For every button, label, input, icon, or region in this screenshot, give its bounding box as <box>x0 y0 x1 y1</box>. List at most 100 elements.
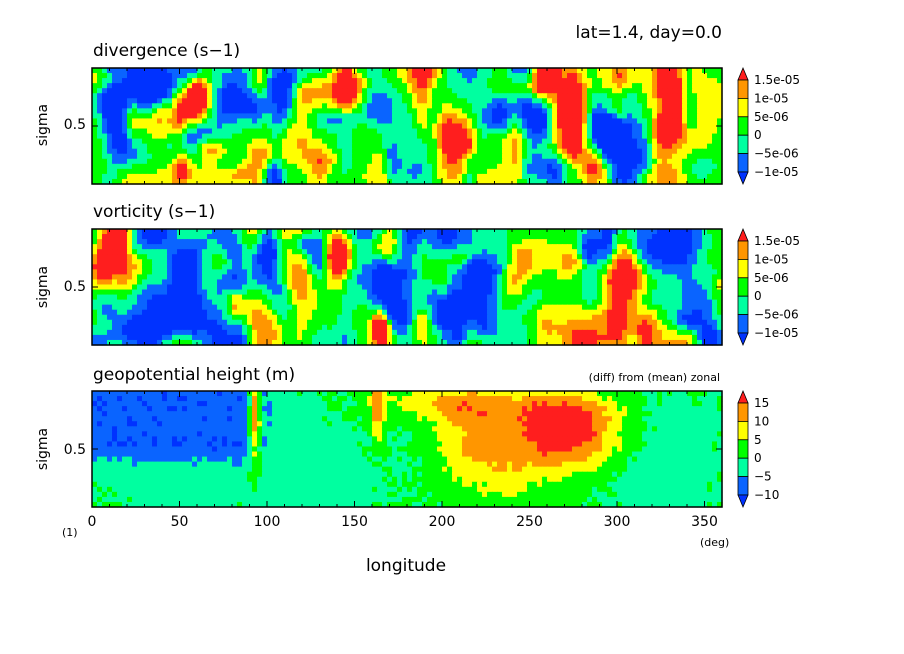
heatmap-cell <box>712 78 718 84</box>
heatmap-cell <box>152 73 158 79</box>
heatmap-cell <box>137 168 143 175</box>
heatmap-cell <box>522 244 528 250</box>
heatmap-cell <box>392 264 398 270</box>
heatmap-cell <box>367 113 373 120</box>
heatmap-cell <box>242 244 248 250</box>
heatmap-cell <box>232 239 238 245</box>
heatmap-cell <box>137 138 143 145</box>
heatmap-cell <box>317 299 323 306</box>
heatmap-cell <box>117 229 123 235</box>
heatmap-cell <box>162 178 168 185</box>
heatmap-cell <box>362 264 368 270</box>
heatmap-cell <box>662 254 668 260</box>
heatmap-cell <box>192 68 198 74</box>
heatmap-cell <box>507 274 513 281</box>
heatmap-cell <box>197 304 203 311</box>
heatmap-cell <box>317 118 323 125</box>
heatmap-cell <box>392 304 398 311</box>
heatmap-cell <box>432 168 438 175</box>
heatmap-cell <box>352 98 358 104</box>
heatmap-cell <box>387 98 393 104</box>
heatmap-cell <box>132 239 138 245</box>
heatmap-cell <box>317 274 323 281</box>
heatmap-cell <box>242 279 248 286</box>
heatmap-cell <box>462 234 468 240</box>
heatmap-cell <box>467 158 473 165</box>
heatmap-cell <box>212 108 218 114</box>
heatmap-cell <box>307 294 313 301</box>
heatmap-cell <box>402 284 408 291</box>
heatmap-cell <box>267 279 273 286</box>
heatmap-cell <box>457 234 463 240</box>
heatmap-cell <box>692 229 698 235</box>
heatmap-cell <box>242 148 248 155</box>
heatmap-cell <box>567 133 573 140</box>
heatmap-cell <box>117 153 123 160</box>
heatmap-cell <box>422 133 428 140</box>
heatmap-cell <box>297 289 303 296</box>
heatmap-cell <box>642 173 648 180</box>
heatmap-cell <box>662 259 668 265</box>
heatmap-cell <box>267 289 273 296</box>
heatmap-cell <box>362 143 368 150</box>
heatmap-cell <box>607 98 613 104</box>
heatmap-cell <box>502 304 508 311</box>
heatmap-cell <box>302 284 308 291</box>
heatmap-cell <box>442 234 448 240</box>
heatmap-cell <box>597 153 603 160</box>
heatmap-cell <box>442 128 448 135</box>
heatmap-cell <box>607 158 613 165</box>
heatmap-cell <box>427 158 433 165</box>
heatmap-cell <box>267 294 273 301</box>
heatmap-cell <box>627 234 633 240</box>
heatmap-cell <box>322 128 328 135</box>
heatmap-cell <box>497 153 503 160</box>
heatmap-cell <box>287 299 293 306</box>
heatmap-cell <box>682 259 688 265</box>
heatmap-cell <box>612 173 618 180</box>
heatmap-cell <box>267 108 273 114</box>
heatmap-cell <box>662 269 668 275</box>
heatmap-cell <box>437 128 443 135</box>
heatmap-cell <box>302 289 308 296</box>
heatmap-cell <box>327 239 333 245</box>
heatmap-cell <box>217 249 223 255</box>
heatmap-cell <box>467 88 473 94</box>
heatmap-cell <box>207 73 213 79</box>
heatmap-cell <box>312 289 318 296</box>
heatmap-cell <box>352 148 358 155</box>
heatmap-cell <box>427 264 433 270</box>
heatmap-cell <box>117 259 123 265</box>
heatmap-cell <box>422 148 428 155</box>
heatmap-cell <box>167 143 173 150</box>
heatmap-cell <box>482 68 488 74</box>
heatmap-cell <box>132 68 138 74</box>
heatmap-cell <box>227 93 233 99</box>
heatmap-cell <box>617 93 623 99</box>
heatmap-cell <box>412 133 418 140</box>
heatmap-cell <box>152 108 158 114</box>
heatmap-cell <box>427 113 433 120</box>
heatmap-cell <box>177 168 183 175</box>
heatmap-cell <box>97 133 103 140</box>
heatmap-cell <box>577 264 583 270</box>
heatmap-cell <box>657 239 663 245</box>
heatmap-cell <box>552 229 558 235</box>
heatmap-cell <box>107 289 113 296</box>
heatmap-cell <box>132 153 138 160</box>
heatmap-cell <box>332 289 338 296</box>
heatmap-cell <box>92 108 98 114</box>
heatmap-cell <box>167 274 173 281</box>
heatmap-cell <box>397 178 403 185</box>
heatmap-cell <box>452 113 458 120</box>
heatmap-cell <box>242 78 248 84</box>
heatmap-cell <box>352 138 358 145</box>
heatmap-cell <box>177 279 183 286</box>
heatmap-cell <box>462 73 468 79</box>
heatmap-cell <box>532 68 538 74</box>
heatmap-cell <box>212 118 218 125</box>
heatmap-cell <box>412 88 418 94</box>
heatmap-cell <box>457 133 463 140</box>
heatmap-cell <box>172 229 178 235</box>
heatmap-cell <box>537 163 543 170</box>
